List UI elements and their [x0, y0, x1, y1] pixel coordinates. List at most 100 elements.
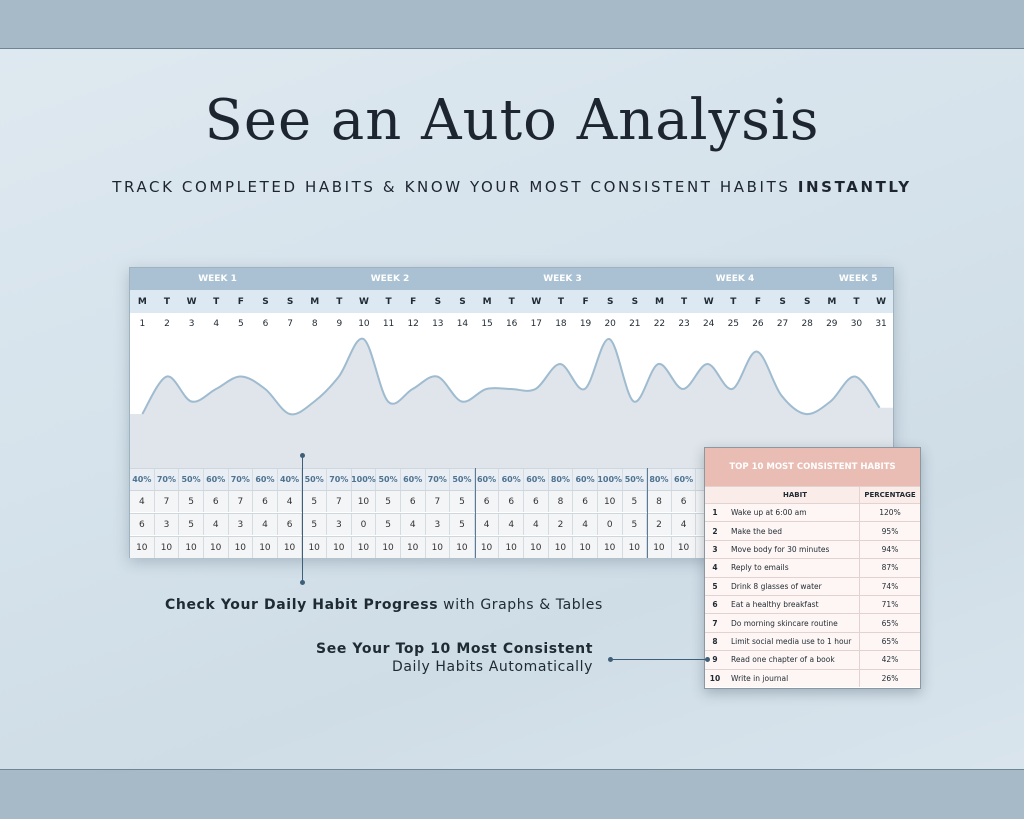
habit-name: Make the bed — [725, 522, 860, 540]
total-count: 10 — [622, 537, 648, 558]
habit-percentage: 65% — [881, 636, 899, 646]
day-letter: T — [853, 296, 860, 307]
day-number: 1 — [139, 318, 146, 329]
day-number: 20 — [604, 318, 616, 329]
day-percentage: 70% — [228, 469, 254, 490]
completed-count: 10 — [597, 491, 623, 512]
completed-count: 8 — [548, 491, 574, 512]
top10-row: 3 Move body for 30 minutes 94% — [705, 539, 920, 559]
day-letter: W — [186, 296, 197, 307]
week-divider — [647, 468, 649, 558]
day-number: 7 — [287, 318, 293, 329]
day-percentage: 60% — [524, 469, 549, 490]
day-letter: S — [779, 296, 786, 307]
day-number: 18 — [555, 318, 567, 329]
habit-name: Read one chapter of a book — [725, 651, 860, 669]
completed-count: 10 — [351, 491, 377, 512]
day-letter: M — [827, 296, 837, 307]
day-letter: T — [508, 296, 515, 307]
habit-percentage: 65% — [881, 618, 899, 628]
day-number: 16 — [505, 318, 518, 329]
total-count: 10 — [228, 537, 254, 558]
day-letter: W — [703, 296, 714, 307]
day-number: 26 — [752, 318, 764, 329]
day-letter: T — [557, 296, 564, 307]
missed-count: 3 — [228, 514, 254, 535]
day-number: 31 — [875, 318, 887, 329]
day-percentage: 40% — [130, 469, 155, 490]
total-count: 10 — [450, 537, 475, 558]
missed-count: 4 — [573, 514, 598, 535]
top10-row: 6 Eat a healthy breakfast 71% — [705, 594, 920, 614]
day-letter: W — [531, 296, 542, 307]
completed-count: 7 — [425, 491, 451, 512]
total-count: 10 — [671, 537, 697, 558]
connector-line-1 — [302, 456, 303, 583]
progress-area-chart — [130, 337, 893, 468]
missed-count: 5 — [622, 514, 648, 535]
completed-count: 5 — [179, 491, 204, 512]
completed-count: 6 — [253, 491, 278, 512]
day-number: 21 — [629, 318, 641, 329]
day-letter: S — [286, 296, 294, 307]
habit-column-header: HABIT — [725, 487, 860, 503]
day-number: 6 — [262, 318, 269, 329]
day-percentage: 50% — [179, 469, 204, 490]
connector-dot — [300, 453, 305, 458]
day-percentage: 50% — [376, 469, 401, 490]
top10-row: 9 Read one chapter of a book 42% — [705, 650, 920, 669]
day-number: 19 — [579, 318, 592, 329]
top-band — [0, 0, 1024, 49]
missed-count: 4 — [671, 514, 697, 535]
day-number: 5 — [237, 318, 244, 329]
habit-name: Limit social media use to 1 hour — [725, 632, 860, 651]
missed-count: 5 — [450, 514, 475, 535]
missed-count: 4 — [203, 514, 229, 535]
day-number: 8 — [311, 318, 318, 329]
day-letter: F — [582, 296, 589, 307]
habit-tracker-dashboard: WEEK 1 WEEK 2 WEEK 3 WEEK 4 WEEK 5 M T W T F S S M T… — [129, 267, 894, 558]
rank: 7 — [712, 618, 718, 628]
day-number: 27 — [776, 318, 789, 329]
day-number: 22 — [653, 318, 666, 329]
total-count: 10 — [647, 537, 672, 558]
rank: 10 — [709, 673, 721, 683]
completed-count: 6 — [474, 491, 500, 512]
day-number: 3 — [188, 318, 195, 329]
day-letter: S — [434, 296, 442, 307]
caption-top10: See Your Top 10 Most Consistent Daily Hab… — [316, 640, 593, 676]
habit-name: Reply to emails — [725, 559, 860, 577]
day-number: 12 — [407, 318, 419, 329]
day-percentage: 60% — [499, 469, 524, 490]
day-percentage: 100% — [351, 469, 377, 490]
completed-count: 6 — [524, 491, 549, 512]
completed-count: 6 — [400, 491, 426, 512]
missed-count: 0 — [351, 514, 377, 535]
day-percentage: 50% — [450, 469, 475, 490]
habit-percentage: 71% — [881, 600, 899, 610]
caption-progress: Check Your Daily Habit Progress with Gra… — [165, 597, 603, 613]
completed-count: 6 — [671, 491, 697, 512]
total-count: 10 — [277, 537, 303, 558]
habit-percentage: 94% — [881, 544, 899, 554]
habit-percentage: 74% — [881, 581, 899, 591]
day-letter: S — [606, 296, 614, 307]
rank: 3 — [712, 544, 718, 554]
day-letter: T — [680, 296, 688, 307]
connector-dot — [608, 657, 613, 662]
day-percentage: 70% — [327, 469, 352, 490]
habit-percentage: 95% — [881, 526, 899, 536]
day-number: 9 — [336, 318, 343, 329]
missed-count: 4 — [474, 514, 500, 535]
habit-percentage: 120% — [879, 508, 901, 518]
rank: 6 — [712, 600, 718, 610]
connector-line-2 — [611, 659, 707, 660]
completed-count: 4 — [277, 491, 303, 512]
total-count: 10 — [400, 537, 426, 558]
day-percentage: 60% — [671, 469, 697, 490]
total-count: 10 — [327, 537, 352, 558]
day-letter: W — [876, 296, 887, 307]
total-count: 10 — [154, 537, 180, 558]
week-label: WEEK 4 — [715, 274, 755, 284]
